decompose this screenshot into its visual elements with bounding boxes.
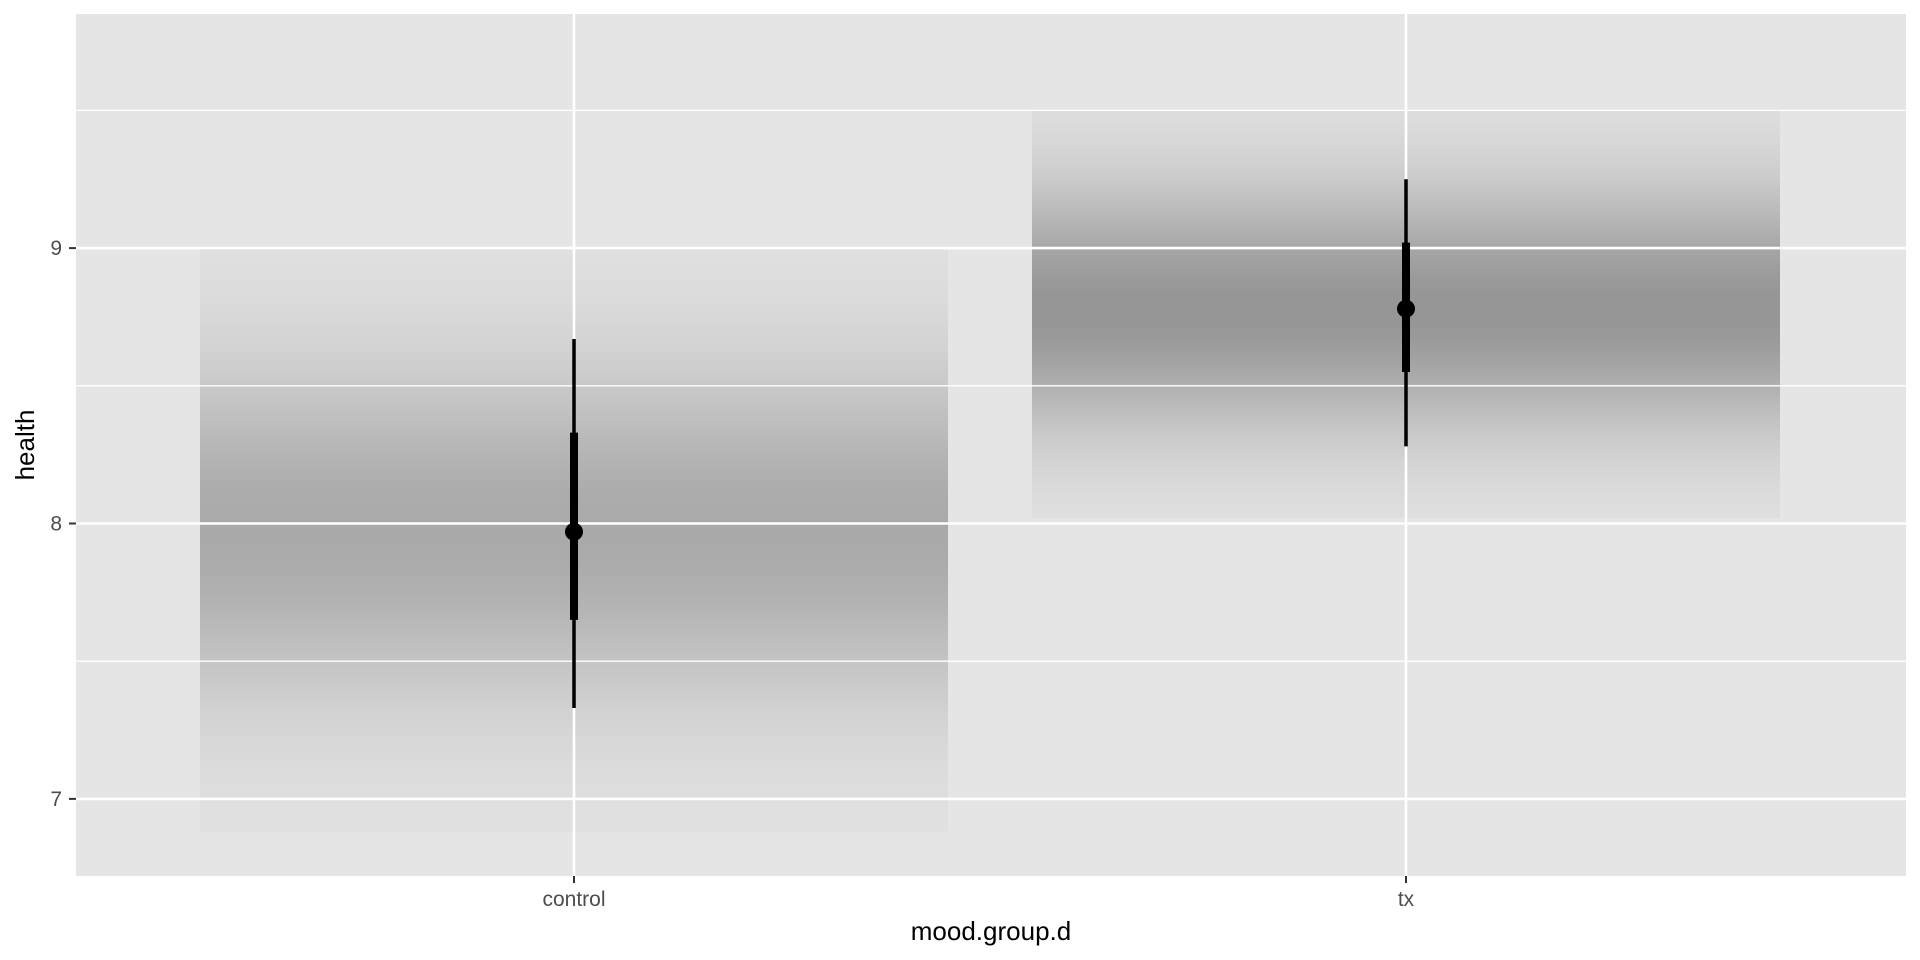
intervals	[565, 179, 1415, 709]
axis-ticks: 7 8 9 control tx	[50, 237, 1414, 911]
y-tick-label: 8	[50, 512, 62, 535]
y-axis-title: health	[10, 410, 40, 481]
y-tick-label: 9	[50, 237, 62, 260]
point-estimate-tx	[1397, 299, 1415, 318]
x-axis-title: mood.group.d	[911, 916, 1071, 946]
x-tick-label-control: control	[542, 888, 605, 911]
x-tick-label-tx: tx	[1398, 888, 1415, 911]
y-tick-label: 7	[50, 788, 62, 811]
point-estimate-control	[565, 522, 583, 541]
